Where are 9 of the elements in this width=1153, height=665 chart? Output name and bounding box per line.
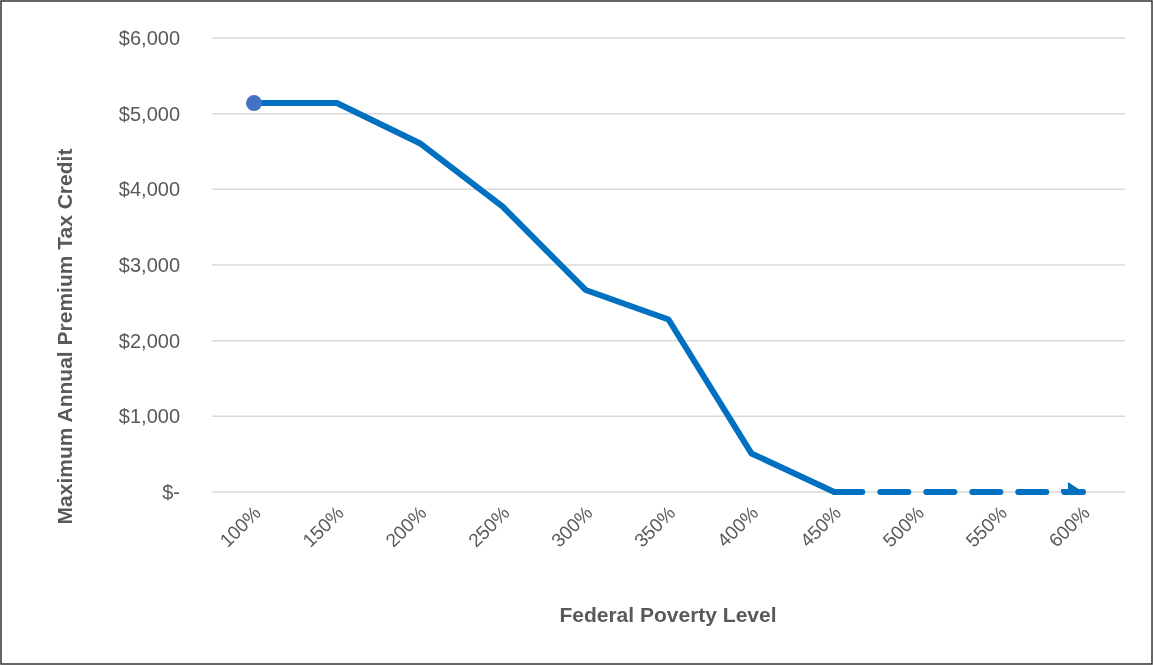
y-tick-label: $1,000 bbox=[118, 405, 180, 428]
y-tick-label: $2,000 bbox=[118, 329, 180, 352]
y-tick-label: $6,000 bbox=[118, 27, 180, 49]
y-tick-label: $5,000 bbox=[118, 102, 180, 125]
y-tick-label: $3,000 bbox=[118, 254, 180, 276]
y-axis-title: Maximum Annual Premium Tax Credit bbox=[53, 148, 76, 525]
y-tick-label: $4,000 bbox=[118, 178, 180, 201]
y-tick-label: $- bbox=[162, 481, 180, 503]
x-axis-title: Federal Poverty Level bbox=[559, 603, 777, 626]
